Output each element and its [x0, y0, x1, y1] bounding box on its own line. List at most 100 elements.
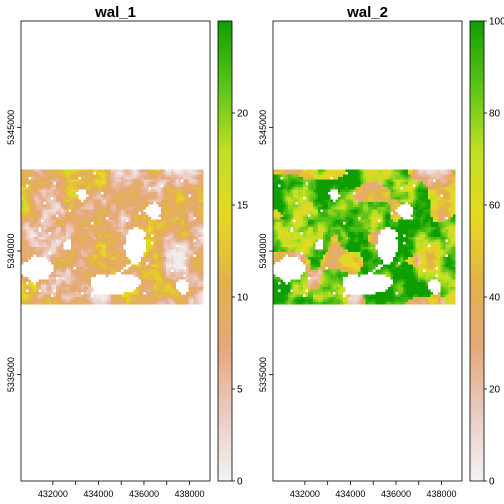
raster-cell: [151, 291, 154, 295]
raster-cell: [93, 294, 97, 297]
raster-cell: [138, 171, 142, 175]
raster-cell: [148, 254, 152, 257]
raster-cell: [166, 249, 169, 252]
raster-cell: [116, 264, 119, 267]
raster-cell: [146, 276, 149, 280]
raster-cell: [58, 179, 62, 182]
colorbar-swatch: [218, 450, 232, 455]
colorbar-swatch: [218, 132, 232, 137]
raster-cell: [335, 214, 339, 217]
raster-cell: [46, 204, 49, 207]
raster-cell: [183, 264, 187, 267]
raster-cell: [103, 214, 107, 217]
raster-cell: [83, 179, 87, 182]
colorbar-swatch: [218, 251, 232, 256]
raster-cell: [106, 176, 109, 180]
raster-cell: [26, 181, 29, 185]
raster-cell: [126, 261, 129, 265]
raster-cell: [31, 234, 34, 237]
raster-cell: [81, 246, 84, 250]
raster-cell: [31, 249, 34, 252]
raster-cell: [166, 184, 169, 187]
raster-cell: [123, 291, 127, 295]
raster-cell: [435, 204, 439, 207]
raster-cell: [420, 194, 424, 197]
raster-cell: [128, 296, 132, 300]
raster-cell: [193, 296, 197, 300]
colorbar-swatch: [218, 189, 232, 194]
raster-cell: [183, 259, 187, 262]
raster-cell: [21, 189, 24, 192]
raster-cell: [453, 204, 456, 207]
raster-cell: [58, 299, 62, 302]
raster-cell: [143, 189, 147, 192]
raster-cell: [423, 184, 426, 187]
raster-cell: [273, 204, 276, 207]
raster-cell: [71, 184, 74, 187]
raster-cell: [450, 181, 454, 185]
raster-cell: [121, 196, 124, 200]
raster-cell: [81, 211, 84, 215]
raster-cell: [378, 196, 381, 200]
raster-cell: [43, 196, 47, 200]
raster-cell: [76, 289, 79, 292]
raster-cell: [78, 201, 82, 205]
raster-cell: [68, 176, 72, 180]
raster-cell: [330, 209, 334, 212]
raster-cell: [193, 171, 197, 175]
raster-cell: [158, 194, 162, 197]
raster-cell: [113, 216, 117, 220]
raster-cell: [163, 264, 167, 267]
raster-cell: [23, 204, 27, 207]
raster-cell: [385, 206, 389, 210]
raster-cell: [191, 299, 194, 302]
raster-cell: [186, 261, 189, 265]
raster-cell: [320, 179, 324, 182]
raster-cell: [333, 171, 336, 175]
raster-cell: [48, 209, 52, 212]
raster-cell: [340, 184, 344, 187]
raster-cell: [63, 184, 67, 187]
raster-cell: [86, 269, 89, 272]
raster-cell: [151, 301, 154, 305]
raster-cell: [193, 181, 197, 185]
raster-cell: [28, 201, 32, 205]
raster-cell: [106, 274, 109, 277]
raster-cell: [51, 216, 54, 220]
raster-cell: [280, 196, 284, 200]
raster-cell: [433, 199, 436, 202]
raster-cell: [88, 289, 92, 292]
colorbar-swatch: [218, 93, 232, 98]
raster-cell: [443, 206, 446, 210]
raster-cell: [308, 216, 311, 220]
raster-cell: [425, 179, 429, 182]
colorbar-tick-label: 15: [237, 201, 249, 212]
raster-cell: [48, 246, 52, 250]
raster-cell: [181, 221, 184, 225]
raster-cell: [173, 249, 177, 252]
colorbar-swatch: [218, 105, 232, 110]
raster-cell: [56, 236, 59, 240]
raster-cell: [73, 299, 77, 302]
raster-cell: [46, 246, 49, 250]
raster-cell: [73, 234, 77, 237]
raster-cell: [418, 189, 421, 192]
raster-cell: [48, 291, 52, 295]
raster-cell: [121, 246, 124, 250]
raster-cell: [128, 226, 132, 230]
raster-cell: [201, 221, 204, 225]
raster-cell: [156, 264, 159, 267]
colorbar-swatch: [218, 128, 232, 133]
raster-cell: [358, 196, 361, 200]
raster-cell: [138, 206, 142, 210]
raster-cell: [171, 229, 174, 232]
raster-cell: [153, 171, 157, 175]
raster-cell: [98, 199, 102, 202]
raster-cell: [136, 291, 139, 295]
raster-cell: [176, 259, 179, 262]
raster-cell: [158, 301, 162, 305]
raster-cell: [23, 194, 27, 197]
raster-cell: [156, 286, 159, 290]
raster-cell: [153, 241, 157, 245]
raster-cell: [448, 171, 451, 175]
